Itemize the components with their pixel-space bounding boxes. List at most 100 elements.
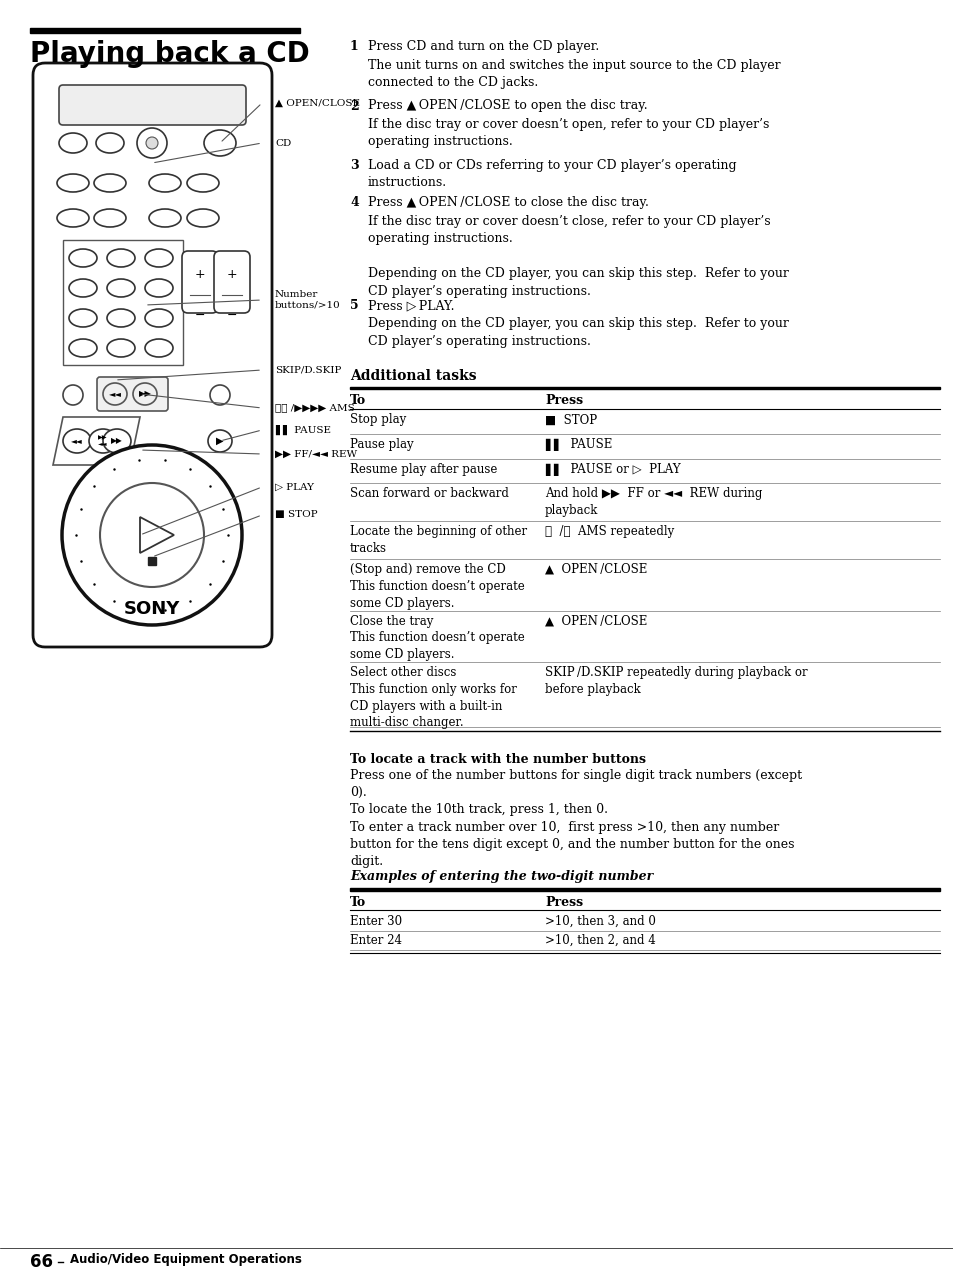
Text: Scan forward or backward: Scan forward or backward bbox=[350, 487, 508, 500]
Ellipse shape bbox=[59, 134, 87, 153]
Ellipse shape bbox=[69, 249, 97, 267]
Ellipse shape bbox=[107, 279, 135, 296]
Text: Depending on the CD player, you can skip this step.  Refer to your
CD player’s o: Depending on the CD player, you can skip… bbox=[368, 318, 788, 349]
Text: Stop play: Stop play bbox=[350, 413, 406, 426]
Circle shape bbox=[63, 385, 83, 404]
Text: −: − bbox=[227, 309, 237, 322]
Text: ▌▌ PAUSE: ▌▌ PAUSE bbox=[274, 425, 331, 435]
Text: ▶▶
◄◄: ▶▶ ◄◄ bbox=[98, 435, 108, 446]
Ellipse shape bbox=[94, 174, 126, 192]
Text: Press ▲ OPEN /CLOSE to open the disc tray.: Press ▲ OPEN /CLOSE to open the disc tra… bbox=[368, 99, 647, 112]
Text: ▷ PLAY: ▷ PLAY bbox=[274, 482, 314, 491]
Text: To: To bbox=[350, 895, 366, 909]
Text: 66: 66 bbox=[30, 1253, 53, 1271]
Text: The unit turns on and switches the input source to the CD player
connected to th: The unit turns on and switches the input… bbox=[368, 59, 780, 89]
Ellipse shape bbox=[145, 340, 172, 357]
Text: +: + bbox=[227, 268, 237, 281]
Text: 5: 5 bbox=[350, 299, 358, 312]
Ellipse shape bbox=[107, 309, 135, 327]
Text: ▲ OPEN/CLOSE: ▲ OPEN/CLOSE bbox=[274, 98, 359, 108]
Ellipse shape bbox=[69, 309, 97, 327]
Polygon shape bbox=[140, 516, 173, 553]
Text: >10, then 2, and 4: >10, then 2, and 4 bbox=[544, 934, 655, 946]
Text: ■ STOP: ■ STOP bbox=[274, 510, 317, 519]
Text: Press CD and turn on the CD player.: Press CD and turn on the CD player. bbox=[368, 39, 598, 53]
Text: Locate the beginning of other
tracks: Locate the beginning of other tracks bbox=[350, 525, 527, 555]
Text: Pause play: Pause play bbox=[350, 438, 414, 452]
Text: ■  STOP: ■ STOP bbox=[544, 413, 597, 426]
Text: 2: 2 bbox=[350, 99, 358, 112]
Bar bbox=[30, 28, 299, 33]
Text: If the disc tray or cover doesn’t close, refer to your CD player’s
operating ins: If the disc tray or cover doesn’t close,… bbox=[368, 215, 788, 298]
Ellipse shape bbox=[57, 209, 89, 226]
Text: ▲  OPEN /CLOSE: ▲ OPEN /CLOSE bbox=[544, 563, 647, 576]
Circle shape bbox=[146, 137, 158, 149]
Text: 3: 3 bbox=[350, 159, 358, 172]
Text: Press ▷ PLAY.: Press ▷ PLAY. bbox=[368, 299, 454, 312]
Ellipse shape bbox=[107, 340, 135, 357]
Text: SKIP/D.SKIP: SKIP/D.SKIP bbox=[274, 365, 341, 374]
Ellipse shape bbox=[89, 429, 117, 453]
Text: Press: Press bbox=[544, 895, 582, 909]
Bar bbox=[63, 240, 183, 365]
Text: ▲  OPEN /CLOSE: ▲ OPEN /CLOSE bbox=[544, 614, 647, 627]
Ellipse shape bbox=[145, 249, 172, 267]
Text: Enter 30: Enter 30 bbox=[350, 915, 402, 929]
Circle shape bbox=[62, 445, 242, 625]
FancyBboxPatch shape bbox=[213, 251, 250, 313]
Text: 4: 4 bbox=[350, 196, 358, 209]
Text: SKIP /D.SKIP repeatedly during playback or
before playback: SKIP /D.SKIP repeatedly during playback … bbox=[544, 667, 807, 696]
Ellipse shape bbox=[187, 209, 219, 226]
Ellipse shape bbox=[132, 383, 157, 404]
Bar bbox=[350, 387, 939, 389]
Text: If the disc tray or cover doesn’t open, refer to your CD player’s
operating inst: If the disc tray or cover doesn’t open, … bbox=[368, 118, 768, 149]
Text: −: − bbox=[194, 309, 205, 322]
Text: To: To bbox=[350, 394, 366, 407]
Ellipse shape bbox=[69, 340, 97, 357]
Text: CD: CD bbox=[274, 139, 291, 148]
Text: (Stop and) remove the CD
This function doesn’t operate
some CD players.: (Stop and) remove the CD This function d… bbox=[350, 563, 524, 609]
Text: ▌▌  PAUSE or ▷  PLAY: ▌▌ PAUSE or ▷ PLAY bbox=[544, 463, 679, 476]
Text: Press one of the number buttons for single digit track numbers (except
0).
To lo: Press one of the number buttons for sing… bbox=[350, 770, 801, 868]
Bar bbox=[148, 557, 156, 565]
Text: ⏮  /⏭  AMS repeatedly: ⏮ /⏭ AMS repeatedly bbox=[544, 525, 674, 538]
Text: Audio/Video Equipment Operations: Audio/Video Equipment Operations bbox=[70, 1253, 301, 1266]
FancyBboxPatch shape bbox=[33, 64, 272, 647]
Text: ▶▶: ▶▶ bbox=[111, 436, 123, 445]
Ellipse shape bbox=[187, 174, 219, 192]
Text: Press ▲ OPEN /CLOSE to close the disc tray.: Press ▲ OPEN /CLOSE to close the disc tr… bbox=[368, 196, 648, 209]
Text: Press: Press bbox=[544, 394, 582, 407]
FancyBboxPatch shape bbox=[182, 251, 218, 313]
Text: 1: 1 bbox=[350, 39, 358, 53]
Text: And hold ▶▶  FF or ◄◄  REW during
playback: And hold ▶▶ FF or ◄◄ REW during playback bbox=[544, 487, 761, 516]
Ellipse shape bbox=[149, 209, 181, 226]
Text: Select other discs
This function only works for
CD players with a built-in
multi: Select other discs This function only wo… bbox=[350, 667, 517, 729]
Ellipse shape bbox=[208, 430, 232, 452]
Text: Resume play after pause: Resume play after pause bbox=[350, 463, 497, 476]
Text: To locate a track with the number buttons: To locate a track with the number button… bbox=[350, 753, 645, 766]
Text: Playing back a CD: Playing back a CD bbox=[30, 39, 310, 67]
Text: ⏮⏭ /▶▶▶▶ AMS: ⏮⏭ /▶▶▶▶ AMS bbox=[274, 403, 355, 412]
Text: Number
buttons/>10: Number buttons/>10 bbox=[274, 290, 340, 309]
Ellipse shape bbox=[149, 174, 181, 192]
Ellipse shape bbox=[94, 209, 126, 226]
Circle shape bbox=[137, 128, 167, 158]
Text: ▶▶ FF/◄◄ REW: ▶▶ FF/◄◄ REW bbox=[274, 449, 356, 458]
Text: Close the tray
This function doesn’t operate
some CD players.: Close the tray This function doesn’t ope… bbox=[350, 614, 524, 661]
Text: ▶▶: ▶▶ bbox=[138, 389, 152, 398]
Bar bbox=[350, 888, 939, 890]
Ellipse shape bbox=[57, 174, 89, 192]
Ellipse shape bbox=[145, 279, 172, 296]
Ellipse shape bbox=[204, 130, 235, 156]
Ellipse shape bbox=[107, 249, 135, 267]
Text: Additional tasks: Additional tasks bbox=[350, 369, 476, 383]
Ellipse shape bbox=[63, 429, 91, 453]
Text: +: + bbox=[194, 268, 205, 281]
Circle shape bbox=[100, 483, 204, 586]
Text: Enter 24: Enter 24 bbox=[350, 934, 401, 946]
Text: ◄◄: ◄◄ bbox=[71, 436, 83, 445]
Ellipse shape bbox=[103, 429, 131, 453]
Text: >10, then 3, and 0: >10, then 3, and 0 bbox=[544, 915, 655, 929]
Text: Examples of entering the two-digit number: Examples of entering the two-digit numbe… bbox=[350, 870, 653, 883]
Text: SONY: SONY bbox=[124, 600, 180, 618]
